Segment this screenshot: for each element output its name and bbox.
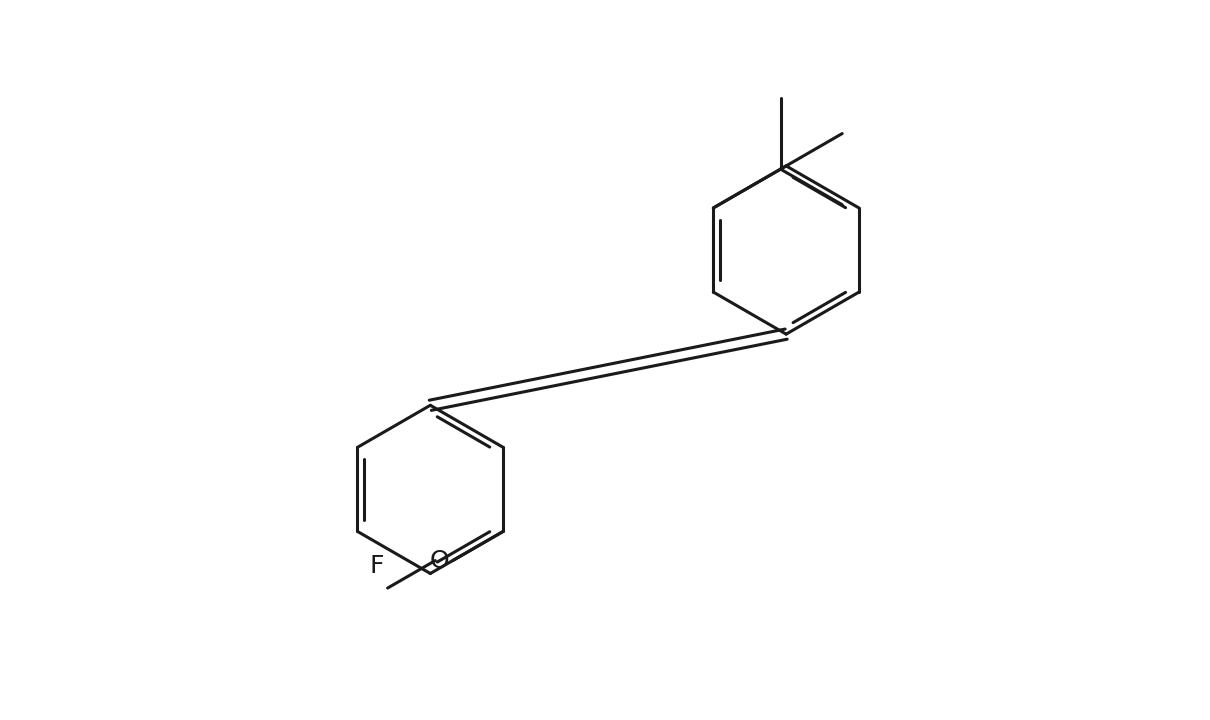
Text: F: F — [369, 554, 384, 578]
Text: O: O — [430, 549, 449, 572]
